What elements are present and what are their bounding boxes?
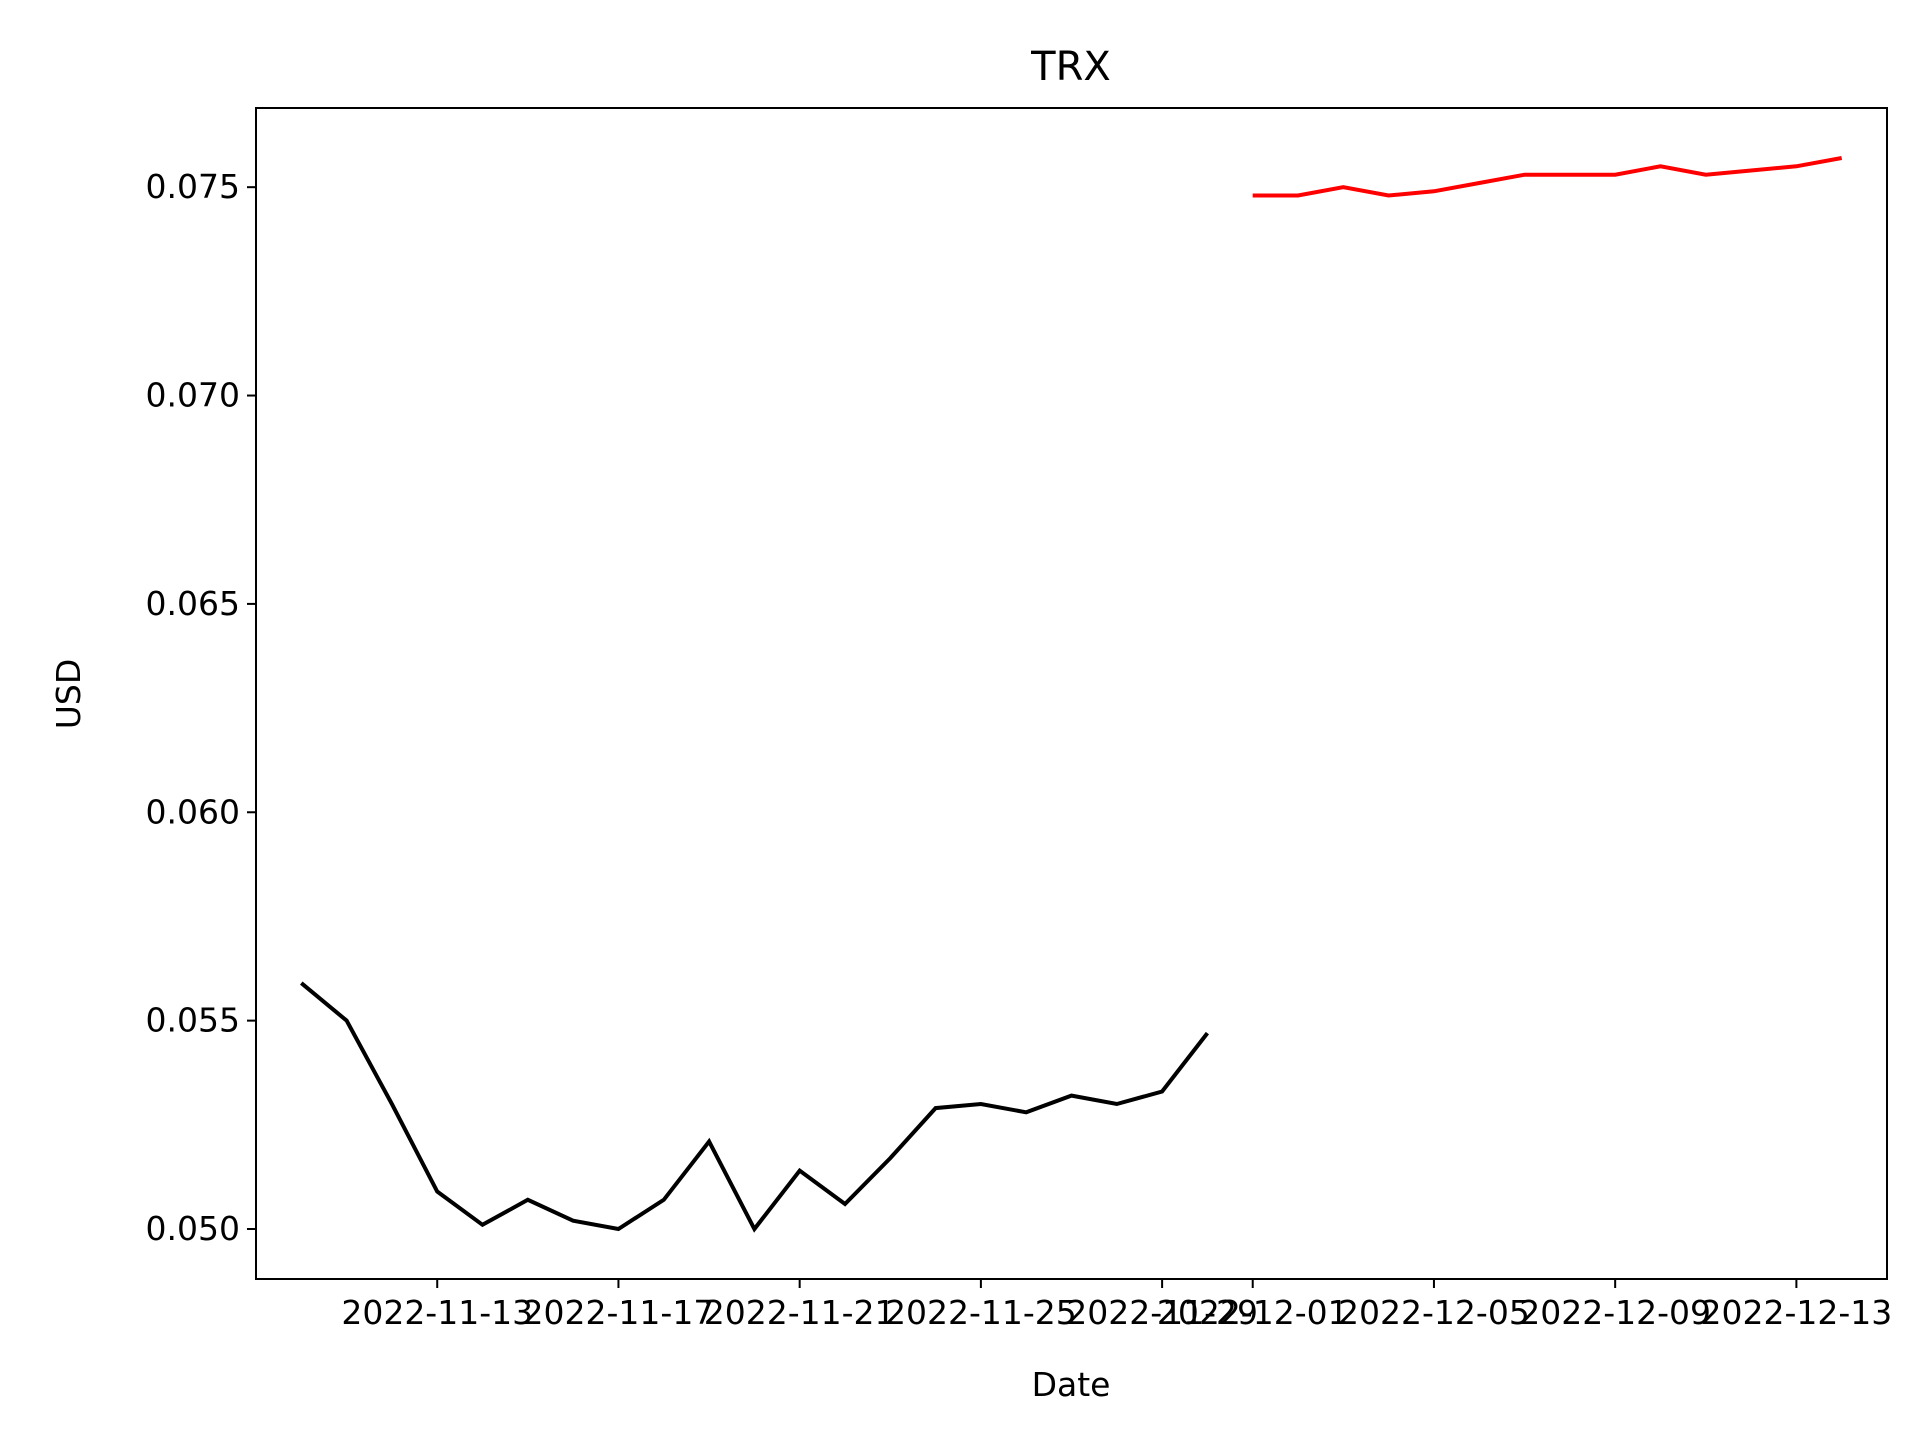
x-tick-label: 2022-11-29: [1066, 1293, 1258, 1332]
y-tick-label: 0.075: [146, 167, 240, 206]
series-line-1: [300, 981, 1209, 1233]
y-tick-label: 0.065: [146, 584, 240, 623]
y-tick-label: 0.070: [146, 376, 240, 415]
y-tick-label: 0.055: [146, 1001, 240, 1040]
y-axis-label: USD: [49, 659, 88, 730]
chart-title: TRX: [1030, 44, 1111, 90]
x-tick-label: 2022-11-13: [341, 1293, 533, 1332]
axes-frame: [255, 107, 1888, 1280]
x-axis-ticks: 2022-11-132022-11-172022-11-212022-11-25…: [341, 1279, 1892, 1332]
x-tick-label: 2022-11-25: [885, 1293, 1077, 1332]
y-tick-label: 0.060: [146, 792, 240, 831]
plot-area: [300, 156, 1843, 1233]
y-tick-label: 0.050: [146, 1209, 240, 1248]
series-line-2: [1252, 156, 1843, 198]
x-tick-label: 2022-12-13: [1700, 1293, 1892, 1332]
x-axis-label: Date: [1032, 1365, 1111, 1404]
x-tick-label: 2022-11-21: [704, 1293, 896, 1332]
x-tick-label: 2022-11-17: [523, 1293, 715, 1332]
x-tick-label: 2022-12-05: [1338, 1293, 1530, 1332]
y-axis-ticks: 0.050 0.055 0.060 0.065 0.070 0.075: [146, 167, 256, 1248]
x-tick-label: 2022-12-09: [1519, 1293, 1711, 1332]
x-tick-label: 2022-12-01: [1157, 1293, 1349, 1332]
